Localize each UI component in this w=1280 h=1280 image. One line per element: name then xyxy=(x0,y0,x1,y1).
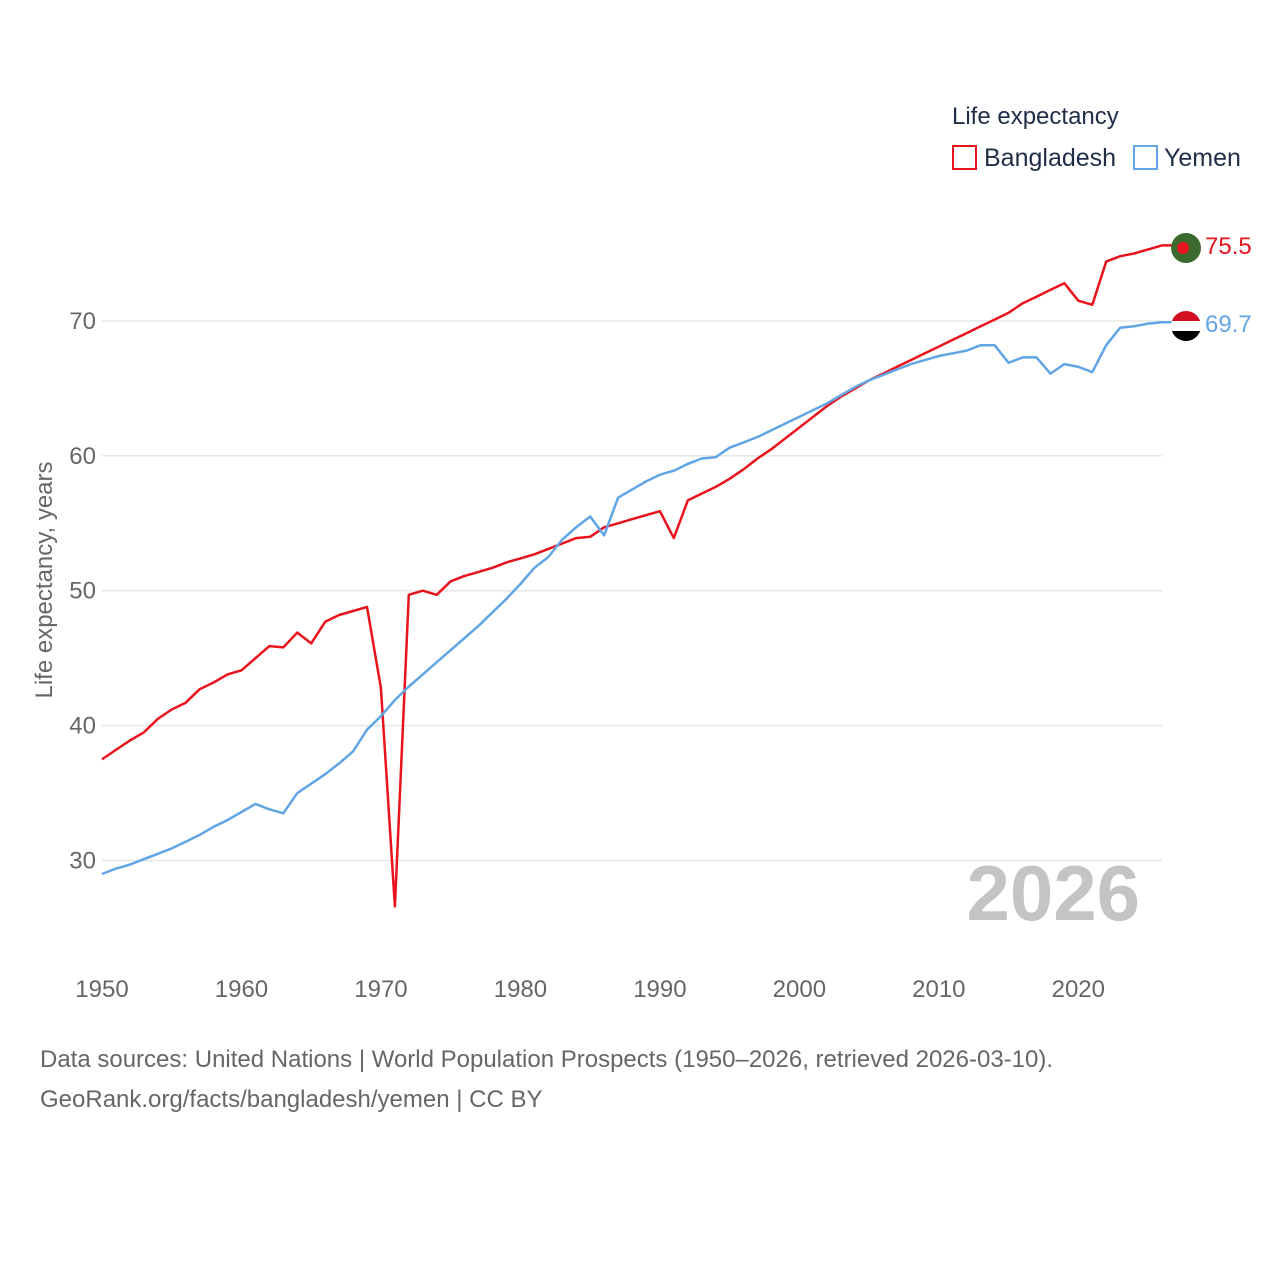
end-label-yemen: 69.7 xyxy=(1205,311,1252,338)
x-tick-label: 1970 xyxy=(354,976,407,1003)
legend-swatch-yemen xyxy=(1133,145,1158,170)
y-tick-label: 60 xyxy=(69,443,96,470)
x-tick-label: 1990 xyxy=(633,976,686,1003)
series-line-bangladesh[interactable] xyxy=(101,244,1172,908)
legend-item-bangladesh[interactable]: Bangladesh xyxy=(952,144,1116,172)
legend-title: Life expectancy xyxy=(952,103,1119,130)
legend-label-bangladesh: Bangladesh xyxy=(984,144,1116,172)
end-label-bangladesh: 75.5 xyxy=(1205,233,1252,260)
y-axis-ticks: 30 40 50 60 70 xyxy=(69,308,96,875)
y-tick-label: 30 xyxy=(69,848,96,875)
x-tick-label: 2000 xyxy=(773,976,826,1003)
x-tick-label: 1980 xyxy=(494,976,547,1003)
y-axis-label: Life expectancy, years xyxy=(31,461,58,698)
legend: Life expectancy Bangladesh Yemen xyxy=(952,103,1241,172)
x-axis-ticks: 1950 1960 1970 1980 1990 2000 2010 2020 xyxy=(75,976,1105,1003)
legend-label-yemen: Yemen xyxy=(1164,144,1241,172)
legend-swatch-bangladesh xyxy=(952,145,977,170)
legend-item-yemen[interactable]: Yemen xyxy=(1133,144,1241,172)
gridlines xyxy=(102,320,1162,862)
x-tick-label: 1950 xyxy=(75,976,128,1003)
y-tick-label: 50 xyxy=(69,578,96,605)
y-tick-label: 70 xyxy=(69,308,96,335)
footer-link[interactable]: GeoRank.org/facts/bangladesh/yemen | CC … xyxy=(40,1086,543,1113)
footer-sources: Data sources: United Nations | World Pop… xyxy=(40,1046,1054,1073)
x-tick-label: 1960 xyxy=(215,976,268,1003)
bangladesh-flag-icon xyxy=(1171,233,1201,263)
yemen-flag-icon xyxy=(1171,311,1201,341)
x-tick-label: 2020 xyxy=(1052,976,1105,1003)
series-lines xyxy=(101,244,1172,908)
year-watermark: 2026 xyxy=(966,849,1140,937)
series-line-yemen[interactable] xyxy=(101,321,1172,876)
x-tick-label: 2010 xyxy=(912,976,965,1003)
y-tick-label: 40 xyxy=(69,713,96,740)
